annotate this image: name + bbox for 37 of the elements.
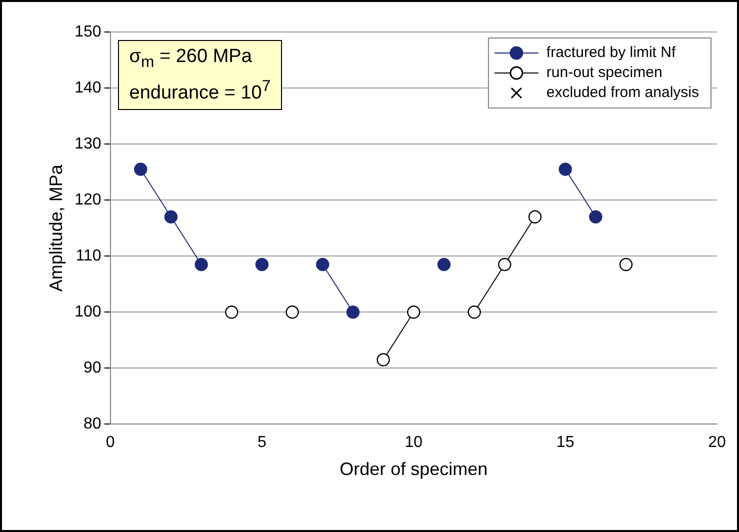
point [528,210,542,224]
x-axis-title: Order of specimen [340,459,488,480]
x-tick-label: 10 [404,434,423,452]
point [589,210,602,224]
y-tick-label: 150 [74,23,102,40]
point [468,306,481,319]
x-tick-label: 5 [258,434,267,452]
y-tick-label: 110 [76,248,102,265]
point [619,258,633,272]
y-tick-label: 80 [84,416,102,433]
point [194,258,208,272]
x-tick-label: 15 [556,434,574,452]
y-tick-label: 130 [74,135,102,152]
point [255,258,269,272]
point [346,306,360,319]
annotation: σ$_{m}$ = 260 MPa [129,45,253,73]
legend-label: run-out specimen [546,64,662,82]
point [316,258,330,272]
legend-label: fractured by limit Nf [546,44,676,62]
y-axis-title: Amplitude, MPa [46,164,66,292]
x-tick-label: 20 [708,434,726,452]
point [437,258,451,272]
annotation: endurance = 10$^{7}$ [129,76,271,106]
point [407,306,420,319]
y-tick-label: 140 [74,79,102,96]
point [225,306,238,319]
point [286,306,299,319]
y-tick-label: 90 [84,360,102,377]
point [134,162,148,176]
point [558,162,572,176]
point [376,353,390,366]
point [164,210,178,224]
x-tick-label: 0 [106,434,115,452]
point [498,258,512,272]
y-tick-label: 100 [74,304,102,321]
y-tick-label: 120 [74,191,102,208]
legend-label: excluded from analysis [546,84,700,102]
